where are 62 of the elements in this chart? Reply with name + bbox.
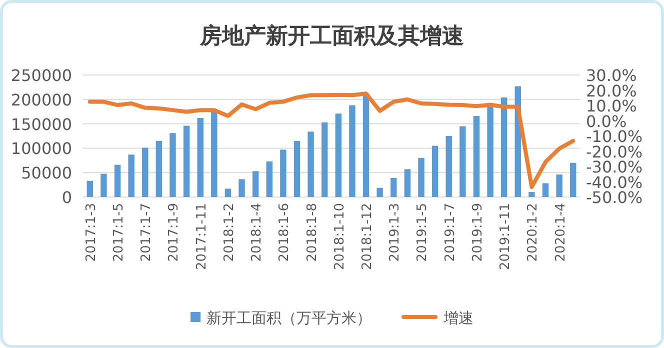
bar [114,164,121,197]
bar [183,126,190,197]
x-tick-label: 2017:1-3 [84,203,99,262]
bar [86,180,94,197]
bar [404,169,411,197]
x-tick-label: 2018:1-10 [332,203,348,270]
bar [390,178,397,197]
bar [500,97,508,197]
x-tick-label: 2017:1-5 [112,203,127,262]
bar [335,114,342,197]
bar [321,122,328,197]
bar [142,148,148,197]
bar [446,136,452,197]
bar [156,140,162,197]
bar [308,132,314,197]
bar [418,158,424,197]
legend-label: 增速 [442,309,474,327]
x-tick-label: 2019:1-3 [388,203,403,262]
bar [224,188,232,197]
bar [252,171,259,197]
x-tick-label: 2019:1-5 [415,203,430,262]
bar [266,161,272,197]
bar [100,174,107,197]
x-tick-label: 2018:1-2 [222,203,237,262]
bar [170,133,176,197]
bar [528,192,535,197]
x-tick-label: 2018:1-12 [360,203,376,270]
line-series [88,91,576,190]
bar [570,162,576,197]
bar [197,118,204,197]
bar [556,174,562,197]
bar [362,94,370,197]
bar [542,183,549,197]
x-tick-label: 2018:1-8 [304,203,320,262]
y-tick-label: 150000 [10,114,72,134]
bar [349,105,356,197]
y-tick-label: 50000 [21,164,72,183]
x-tick-label: 2019:1-7 [442,203,458,262]
bar [432,146,438,197]
bar [460,126,466,197]
bar [376,188,383,197]
bar [294,140,300,197]
x-tick-label: 2017:1-7 [139,203,154,262]
bar [128,154,134,197]
legend-label: 新开工面积（万平方米） [206,309,372,327]
bar [280,150,286,197]
bar [238,179,245,197]
y-tick-label: 250000 [10,66,72,85]
x-tick-label: 2020:1-4 [553,203,568,262]
bar [473,116,480,197]
x-tick-label: 2017:1-11 [194,203,210,270]
x-tick-label: 2019:1-11 [498,203,514,270]
x-tick-label: 2019:1-9 [470,203,486,262]
x-tick-label: 2020:1-2 [526,203,541,262]
x-tick-label: 2017:1-9 [166,203,182,262]
x-tick-label: 2018:1-4 [250,203,265,262]
x-tick-label: 2018:1-6 [277,203,292,262]
y-tick-label: 0 [62,188,72,207]
bar [487,106,494,197]
y-tick-label: 100000 [10,139,72,158]
y-tick-label: 200000 [10,90,72,110]
chart-title: 房地产新开工面积及其增速 [199,23,464,49]
